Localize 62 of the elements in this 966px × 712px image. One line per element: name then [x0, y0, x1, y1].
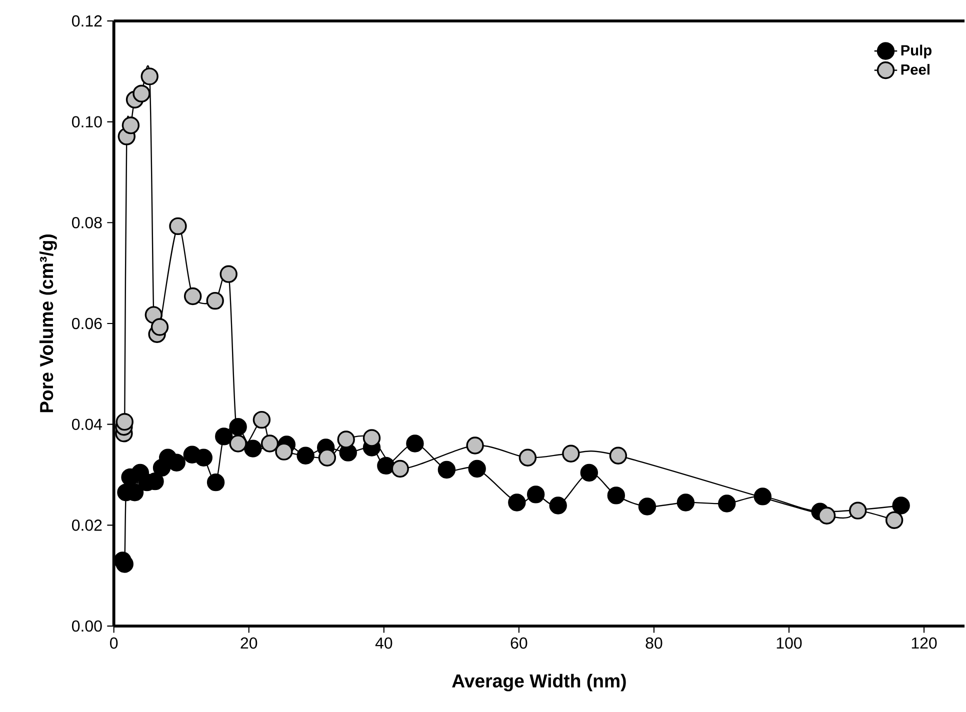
- point: [676, 494, 695, 512]
- point: [438, 460, 456, 479]
- point: [468, 460, 486, 478]
- x-tick-label: 80: [646, 637, 662, 649]
- point: [215, 428, 233, 446]
- point: [220, 265, 238, 283]
- point: [885, 511, 904, 530]
- point: [718, 494, 736, 512]
- point: [194, 448, 212, 467]
- point: [184, 287, 202, 306]
- point: [818, 506, 836, 525]
- point: [206, 292, 224, 310]
- y-tick-label: 0.04: [72, 418, 102, 430]
- y-tick-label: 0.00: [72, 620, 102, 632]
- point: [337, 430, 355, 448]
- point: [252, 411, 271, 429]
- point: [562, 444, 580, 462]
- point: [406, 434, 424, 452]
- point: [580, 464, 598, 482]
- point: [466, 436, 484, 454]
- x-tick-label: 40: [375, 637, 392, 649]
- point: [122, 116, 140, 134]
- x-tick-label: 100: [776, 637, 802, 649]
- x-tick-label: 0: [110, 637, 118, 649]
- point: [244, 440, 262, 458]
- point: [526, 486, 545, 504]
- y-tick-label: 0.10: [72, 116, 102, 128]
- y-tick-label: 0.08: [72, 217, 102, 228]
- point: [362, 429, 381, 447]
- point: [609, 446, 628, 465]
- point: [849, 502, 867, 520]
- x-tick-label: 20: [240, 637, 258, 649]
- point: [296, 446, 314, 465]
- point: [754, 488, 772, 506]
- point: [607, 486, 626, 504]
- point: [638, 498, 656, 516]
- point: [206, 474, 225, 492]
- point: [391, 460, 409, 478]
- point: [150, 318, 169, 336]
- y-tick-label: 0.02: [72, 520, 102, 531]
- point: [892, 496, 910, 514]
- point: [260, 434, 279, 452]
- point: [518, 448, 537, 467]
- point: [318, 448, 336, 467]
- point: [140, 68, 158, 86]
- y-tick-label: 0.06: [72, 318, 102, 330]
- legend-label: Peel: [901, 64, 930, 75]
- legend-label: Pulp: [901, 44, 932, 58]
- point: [377, 456, 395, 475]
- x-tick-label: 60: [510, 637, 528, 649]
- point: [116, 413, 134, 431]
- y-axis-title: Pore Volume (cm³/g): [39, 234, 57, 412]
- x-axis-title: Average Width (nm): [452, 674, 626, 692]
- point: [229, 418, 247, 436]
- x-tick-label: 120: [912, 637, 937, 649]
- point: [508, 494, 526, 512]
- y-tick-label: 0.12: [72, 15, 102, 27]
- point: [132, 84, 150, 102]
- point: [275, 442, 293, 460]
- point: [169, 217, 187, 236]
- point: [229, 434, 247, 452]
- point: [549, 496, 567, 514]
